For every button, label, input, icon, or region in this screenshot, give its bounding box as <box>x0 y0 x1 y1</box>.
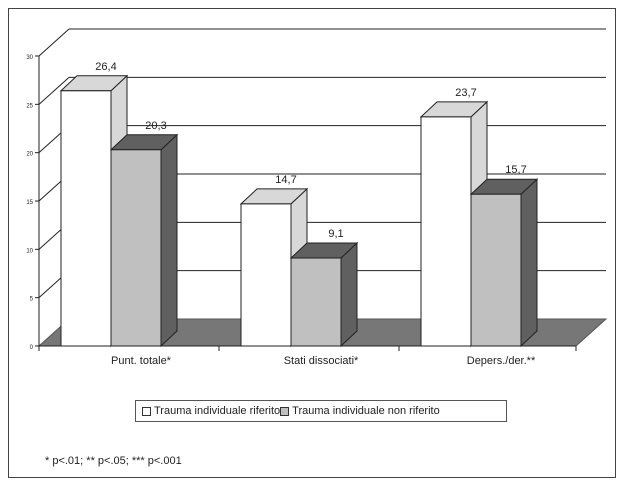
y-tick-label: 30 <box>26 55 33 61</box>
bar-chart: 0 5 10 15 20 25 30 Punt. totale* Stati dissocia… <box>26 28 608 367</box>
data-label-series-2-2: 9,1 <box>328 228 343 240</box>
bar-series-2-1 <box>110 149 162 347</box>
y-tick-label: 20 <box>26 152 33 158</box>
data-label-series-1-1: 26,4 <box>95 61 116 73</box>
y-tick-label: 15 <box>26 200 33 206</box>
y-tick-label: 10 <box>26 248 33 254</box>
bar-series-2-3 <box>470 193 522 347</box>
y-tick-label: 25 <box>26 103 33 109</box>
legend-item-series-1: Trauma individuale riferito <box>142 405 280 417</box>
legend-label-series-1: Trauma individuale riferito <box>154 405 281 417</box>
y-tick-label: 0 <box>30 345 34 351</box>
bar-series-2-2 <box>290 257 342 347</box>
data-label-series-1-2: 14,7 <box>275 174 296 186</box>
legend-swatch-series-2 <box>280 406 290 416</box>
chart-frame: 0 5 10 15 20 25 30 Punt. totale* Stati dissocia… <box>8 8 616 478</box>
bar-side-2-3 <box>520 178 538 348</box>
x-tick-label: Depers./der.** <box>467 355 536 367</box>
legend-label-series-2: Trauma individuale non riferito <box>292 405 440 417</box>
gridline-depth <box>38 76 70 105</box>
y-tick-label: 5 <box>30 297 34 303</box>
data-label-series-2-3: 15,7 <box>505 164 526 176</box>
legend-swatch-series-1 <box>142 406 151 416</box>
gridline-depth <box>38 28 70 57</box>
bar-series-1-2 <box>240 203 292 347</box>
bar-side-2-2 <box>340 241 358 348</box>
legend: Trauma individuale riferito Trauma indiv… <box>135 400 507 422</box>
data-label-series-1-3: 23,7 <box>455 87 476 99</box>
legend-item-series-2: Trauma individuale non riferito <box>280 405 440 417</box>
footnote: * p<.01; ** p<.05; *** p<.001 <box>45 455 182 467</box>
data-label-series-2-1: 20,3 <box>145 120 166 132</box>
x-tick-label: Punt. totale* <box>111 355 172 367</box>
bar-series-1-1 <box>60 90 112 347</box>
bar-series-1-3 <box>420 116 472 347</box>
x-tick-label: Stati dissociati* <box>284 355 359 367</box>
bar-side-2-1 <box>160 133 178 348</box>
